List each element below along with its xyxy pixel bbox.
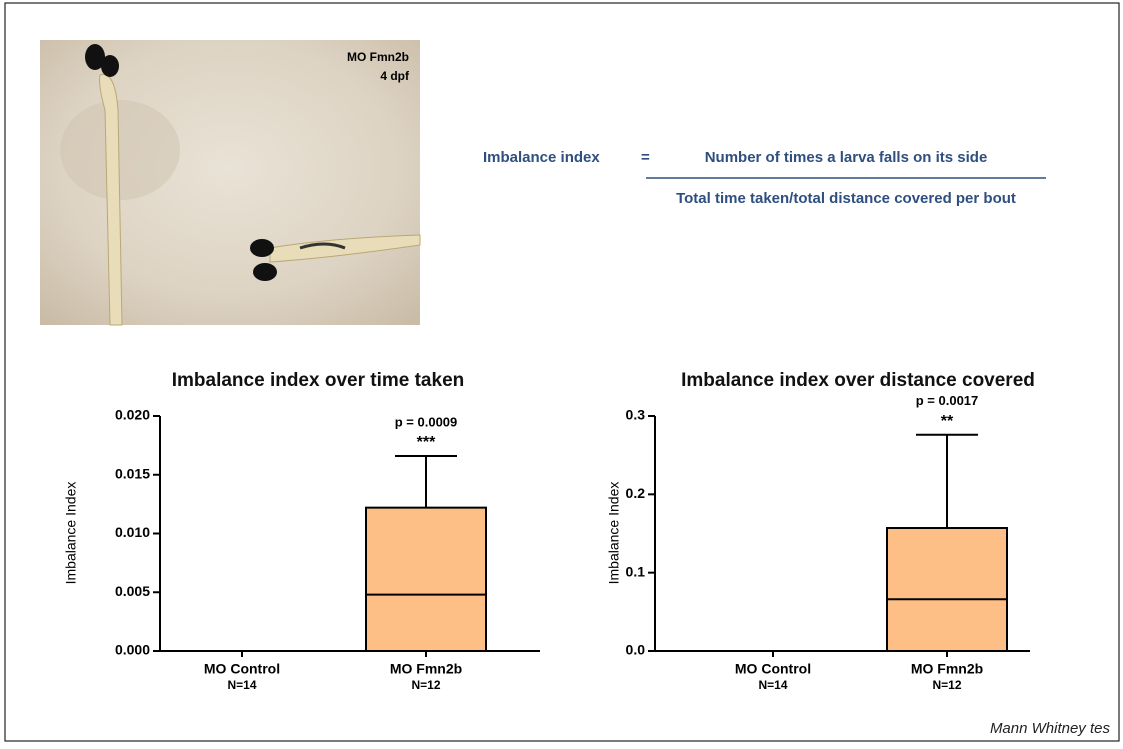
chart-title: Imbalance index over time taken: [172, 370, 465, 391]
x-tick-label: MO Control: [735, 661, 811, 677]
y-axis-label: Imbalance Index: [63, 482, 79, 585]
significance-stars: ***: [417, 434, 436, 451]
y-tick-label: 0.3: [626, 407, 646, 423]
formula-term: Imbalance index: [483, 149, 600, 166]
y-tick-label: 0.010: [115, 524, 150, 540]
box: [886, 527, 1008, 652]
footnote: Mann Whitney tes: [990, 720, 1111, 737]
box: [365, 506, 487, 652]
n-label: N=14: [227, 678, 256, 692]
y-tick-label: 0.000: [115, 642, 150, 658]
y-tick-label: 0.020: [115, 407, 150, 423]
n-label: N=12: [411, 678, 440, 692]
y-axis-label: Imbalance Index: [606, 482, 622, 585]
n-label: N=14: [758, 678, 787, 692]
chart-title: Imbalance index over distance covered: [681, 370, 1035, 391]
p-value: p = 0.0009: [395, 414, 458, 429]
x-tick-label: MO Fmn2b: [911, 661, 983, 677]
formula-equals: =: [641, 149, 650, 166]
y-tick-label: 0.2: [626, 485, 646, 501]
y-tick-label: 0.1: [626, 563, 646, 579]
p-value: p = 0.0017: [916, 393, 979, 408]
x-tick-label: MO Fmn2b: [390, 661, 462, 677]
photo-label: 4 dpf: [380, 69, 410, 83]
y-tick-label: 0.0: [626, 642, 646, 658]
y-tick-label: 0.005: [115, 583, 150, 599]
n-label: N=12: [932, 678, 961, 692]
slide-frame: [4, 2, 1120, 742]
x-tick-label: MO Control: [204, 661, 280, 677]
formula-denominator: Total time taken/total distance covered …: [676, 190, 1016, 207]
y-tick-label: 0.015: [115, 465, 150, 481]
photo-label: MO Fmn2b: [347, 50, 409, 64]
larva-photo: MO Fmn2b 4 dpf: [40, 40, 421, 326]
formula-numerator: Number of times a larva falls on its sid…: [705, 149, 988, 166]
significance-stars: **: [941, 413, 954, 430]
